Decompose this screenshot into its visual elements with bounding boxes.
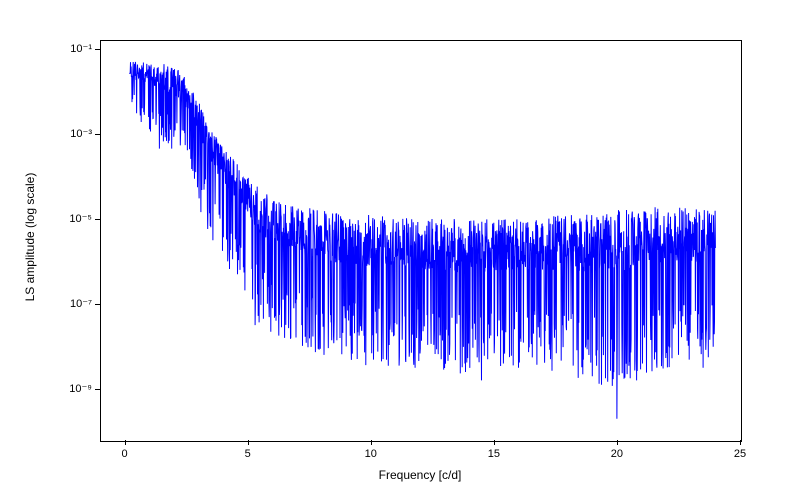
x-tick-mark (125, 440, 126, 445)
y-tick-mark (95, 49, 100, 50)
chart-container: LS amplitude (log scale) Frequency [c/d]… (0, 0, 800, 500)
y-tick-mark (95, 134, 100, 135)
x-tick-label: 25 (730, 448, 750, 460)
y-tick-label: 10⁻³ (70, 127, 92, 140)
x-tick-label: 15 (484, 448, 504, 460)
y-tick-label: 10⁻⁷ (70, 297, 92, 310)
y-tick-mark (95, 304, 100, 305)
x-axis-label: Frequency [c/d] (370, 468, 470, 482)
x-tick-label: 20 (607, 448, 627, 460)
x-tick-mark (740, 440, 741, 445)
x-tick-mark (371, 440, 372, 445)
y-tick-mark (95, 219, 100, 220)
y-tick-label: 10⁻⁵ (69, 212, 92, 225)
y-tick-mark (95, 389, 100, 390)
x-tick-mark (248, 440, 249, 445)
chart-svg (0, 0, 800, 500)
x-tick-label: 0 (115, 448, 135, 460)
x-tick-mark (617, 440, 618, 445)
x-tick-label: 5 (238, 448, 258, 460)
y-tick-label: 10⁻⁹ (69, 382, 92, 395)
y-axis-label: LS amplitude (log scale) (23, 157, 37, 317)
x-tick-label: 10 (361, 448, 381, 460)
x-tick-mark (494, 440, 495, 445)
periodogram-line (130, 62, 716, 419)
y-tick-label: 10⁻¹ (70, 42, 92, 55)
